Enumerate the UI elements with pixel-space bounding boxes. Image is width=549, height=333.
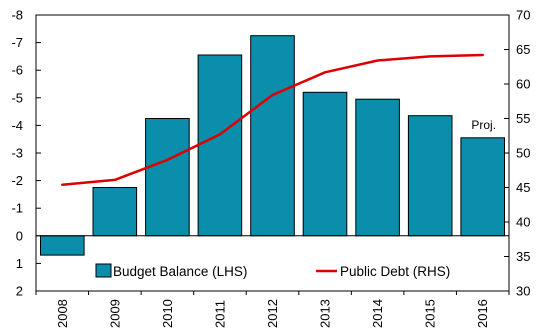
left-axis-tick-label: -7 <box>11 35 23 50</box>
labels-layer: -8 -7 -6 -5 -4 -3 -2 -1 0 1 2 70 65 60 55 50 45 40 35 30 200… <box>11 8 530 329</box>
bar-2014 <box>355 98 400 237</box>
left-axis-tick-label: 0 <box>16 228 23 243</box>
x-axis-label-2008: 2008 <box>55 299 70 328</box>
left-axis-tick-label: -8 <box>11 8 23 23</box>
legend-label-public-debt: Public Debt (RHS) <box>340 264 450 279</box>
right-axis-tick-label: 70 <box>516 8 530 23</box>
x-axis-label-2011: 2011 <box>212 300 227 328</box>
x-axis-label-2016: 2016 <box>475 299 490 328</box>
bar-2013 <box>302 91 348 237</box>
legend-swatch-budget-balance <box>95 263 112 278</box>
x-axis-label-2012: 2012 <box>265 299 280 328</box>
projection-annotation: Proj. <box>471 118 496 132</box>
left-axis-tick-label: -6 <box>11 63 23 78</box>
right-axis-tick-label: 60 <box>516 77 530 92</box>
left-axis-tick-label: 2 <box>16 284 23 299</box>
x-axis-label-2009: 2009 <box>107 299 122 328</box>
bar-2008 <box>40 235 85 256</box>
bar-2016 <box>460 137 505 237</box>
left-axis-tick-label: -3 <box>11 146 23 161</box>
right-axis-tick-label: 55 <box>516 111 530 126</box>
right-axis-tick-label: 45 <box>516 180 530 195</box>
left-axis-tick-label: 1 <box>16 256 23 271</box>
axes-layer <box>35 14 510 295</box>
bar-2015 <box>407 115 453 237</box>
bars-layer <box>40 35 505 256</box>
left-axis-tick-label: -1 <box>11 201 23 216</box>
bar-2012 <box>250 35 295 237</box>
right-axis-tick-label: 30 <box>516 284 530 299</box>
public-debt-line <box>61 53 484 186</box>
legend: Budget Balance (LHS) Public Debt (RHS) <box>95 263 450 279</box>
right-axis-tick-label: 40 <box>516 215 530 230</box>
x-axis-label-2015: 2015 <box>423 299 438 328</box>
x-axis-label-2010: 2010 <box>160 299 175 328</box>
bar-2011 <box>197 54 243 237</box>
bar-2009 <box>92 187 138 237</box>
x-axis-label-2013: 2013 <box>318 299 333 328</box>
legend-label-budget-balance: Budget Balance (LHS) <box>113 264 247 279</box>
right-axis-tick-label: 35 <box>516 249 530 264</box>
left-axis-tick-label: -4 <box>11 118 23 133</box>
left-axis-tick-label: -2 <box>11 173 23 188</box>
line-layer <box>61 53 484 186</box>
bar-2010 <box>145 118 190 237</box>
left-axis-tick-label: -5 <box>11 90 23 105</box>
right-axis-tick-label: 65 <box>516 42 530 57</box>
x-axis-label-2014: 2014 <box>370 299 385 328</box>
right-axis-tick-label: 50 <box>516 146 530 161</box>
